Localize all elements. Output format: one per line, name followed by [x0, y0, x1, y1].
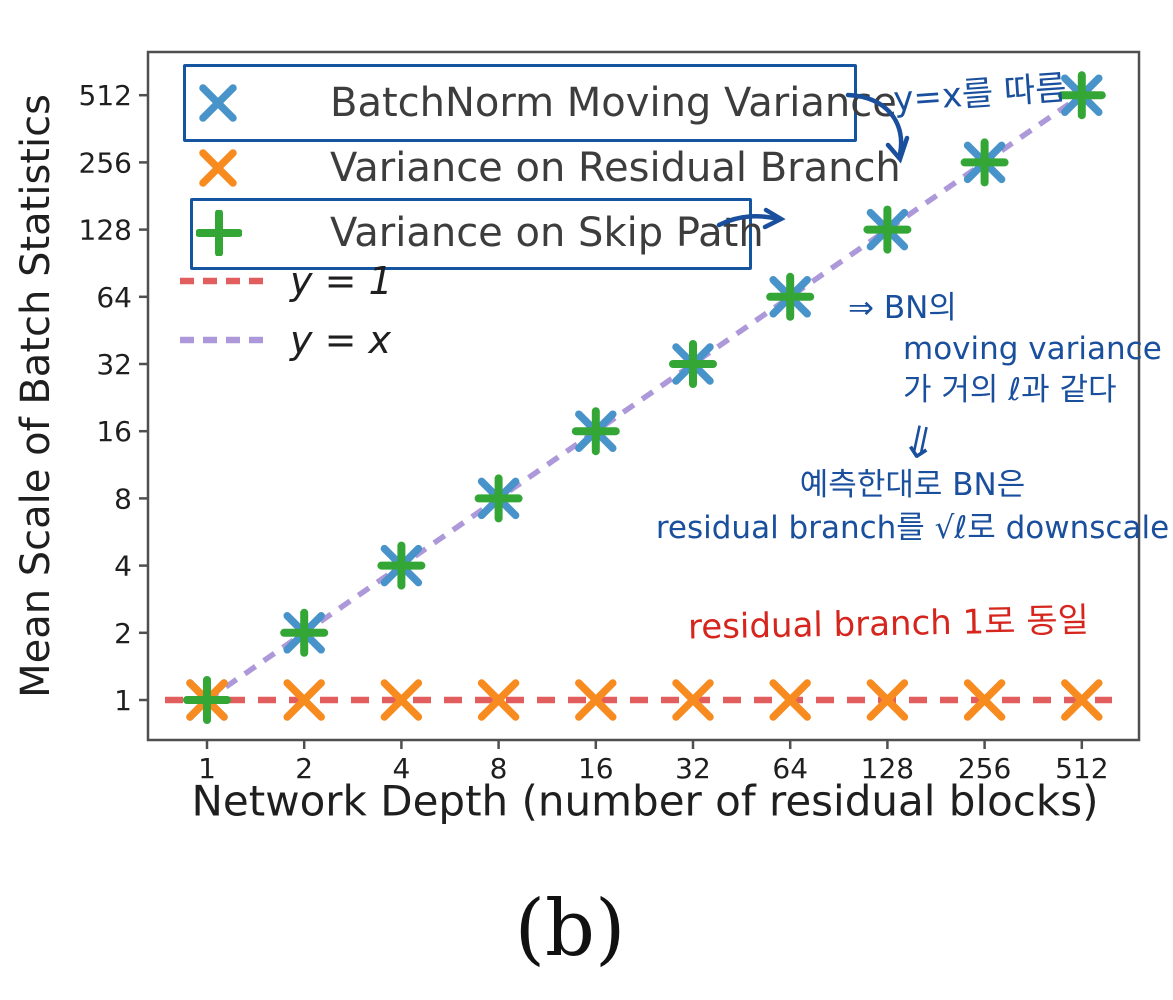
data-markers	[183, 71, 1106, 724]
note-line: residual branch를 √ℓ로 downscale	[655, 509, 1170, 546]
dashed-line-icon-red	[180, 276, 264, 286]
handwritten-note-residual-one: residual branch 1로 동일	[687, 600, 1090, 648]
note-line: 가 거의 ℓ과 같다	[903, 371, 1117, 408]
svg-text:2: 2	[114, 617, 132, 650]
legend-label: Variance on Residual Branch	[330, 145, 901, 191]
svg-text:32: 32	[96, 348, 132, 381]
svg-text:4: 4	[114, 550, 132, 583]
svg-text:64: 64	[772, 752, 808, 785]
legend-item-y-equals-x: y = x	[180, 317, 391, 363]
svg-text:1: 1	[198, 752, 216, 785]
svg-text:16: 16	[96, 415, 132, 448]
y-axis-ticks: 1 2 4 8 16 32 64 128 256 512	[79, 79, 148, 717]
legend-label: y = 1	[290, 259, 393, 303]
svg-text:8: 8	[114, 482, 132, 515]
right-arrow-icon	[716, 207, 786, 230]
handwritten-note-downscale: 예측한대로 BN은 residual branch를 √ℓ로 downscale	[645, 464, 1173, 550]
legend-item-y-equals-1: y = 1	[180, 258, 393, 304]
svg-text:512: 512	[1055, 752, 1108, 785]
svg-text:16: 16	[578, 752, 614, 785]
note-line: 예측한대로 BN은	[799, 467, 1026, 503]
plus-marker-icon-green	[196, 210, 280, 256]
svg-text:64: 64	[96, 281, 132, 314]
svg-text:128: 128	[79, 214, 132, 247]
highlight-box-batchnorm	[183, 64, 857, 142]
svg-text:256: 256	[958, 752, 1011, 785]
svg-text:32: 32	[675, 752, 711, 785]
reference-lines	[165, 92, 1112, 704]
svg-text:256: 256	[79, 146, 132, 179]
curved-arrow-icon	[845, 92, 910, 164]
axis-frame	[146, 50, 1141, 742]
svg-text:128: 128	[861, 752, 914, 785]
highlight-box-skip-path	[190, 198, 752, 270]
y-axis-title: Mean Scale of Batch Statistics	[13, 94, 59, 698]
dashed-line-icon-purple	[180, 335, 264, 345]
svg-text:512: 512	[79, 79, 132, 112]
x-marker-icon-orange	[196, 146, 280, 190]
legend-item-residual-branch: Variance on Residual Branch	[196, 140, 901, 196]
note-line: ⇒ BN의	[848, 290, 957, 326]
note-line: moving variance	[903, 330, 1162, 367]
x-axis-ticks: 1 2 4 8 16 32 64 128 256 512	[198, 740, 1109, 785]
svg-text:4: 4	[392, 752, 410, 785]
svg-text:1: 1	[114, 684, 132, 717]
legend-item-batchnorm: BatchNorm Moving Variance	[196, 72, 897, 134]
legend-item-skip-path: Variance on Skip Path	[196, 204, 764, 262]
svg-text:2: 2	[295, 752, 313, 785]
handwritten-note-bn-variance: ⇒ BN의 moving variance 가 거의 ℓ과 같다	[848, 288, 1162, 411]
legend-label: BatchNorm Moving Variance	[330, 80, 897, 126]
x-axis-title: Network Depth (number of residual blocks…	[191, 776, 1099, 826]
svg-text:8: 8	[490, 752, 508, 785]
legend-label: y = x	[290, 318, 391, 362]
legend-label: Variance on Skip Path	[330, 210, 764, 256]
x-marker-icon-blue	[196, 81, 280, 125]
figure-caption: (b)	[514, 884, 626, 974]
